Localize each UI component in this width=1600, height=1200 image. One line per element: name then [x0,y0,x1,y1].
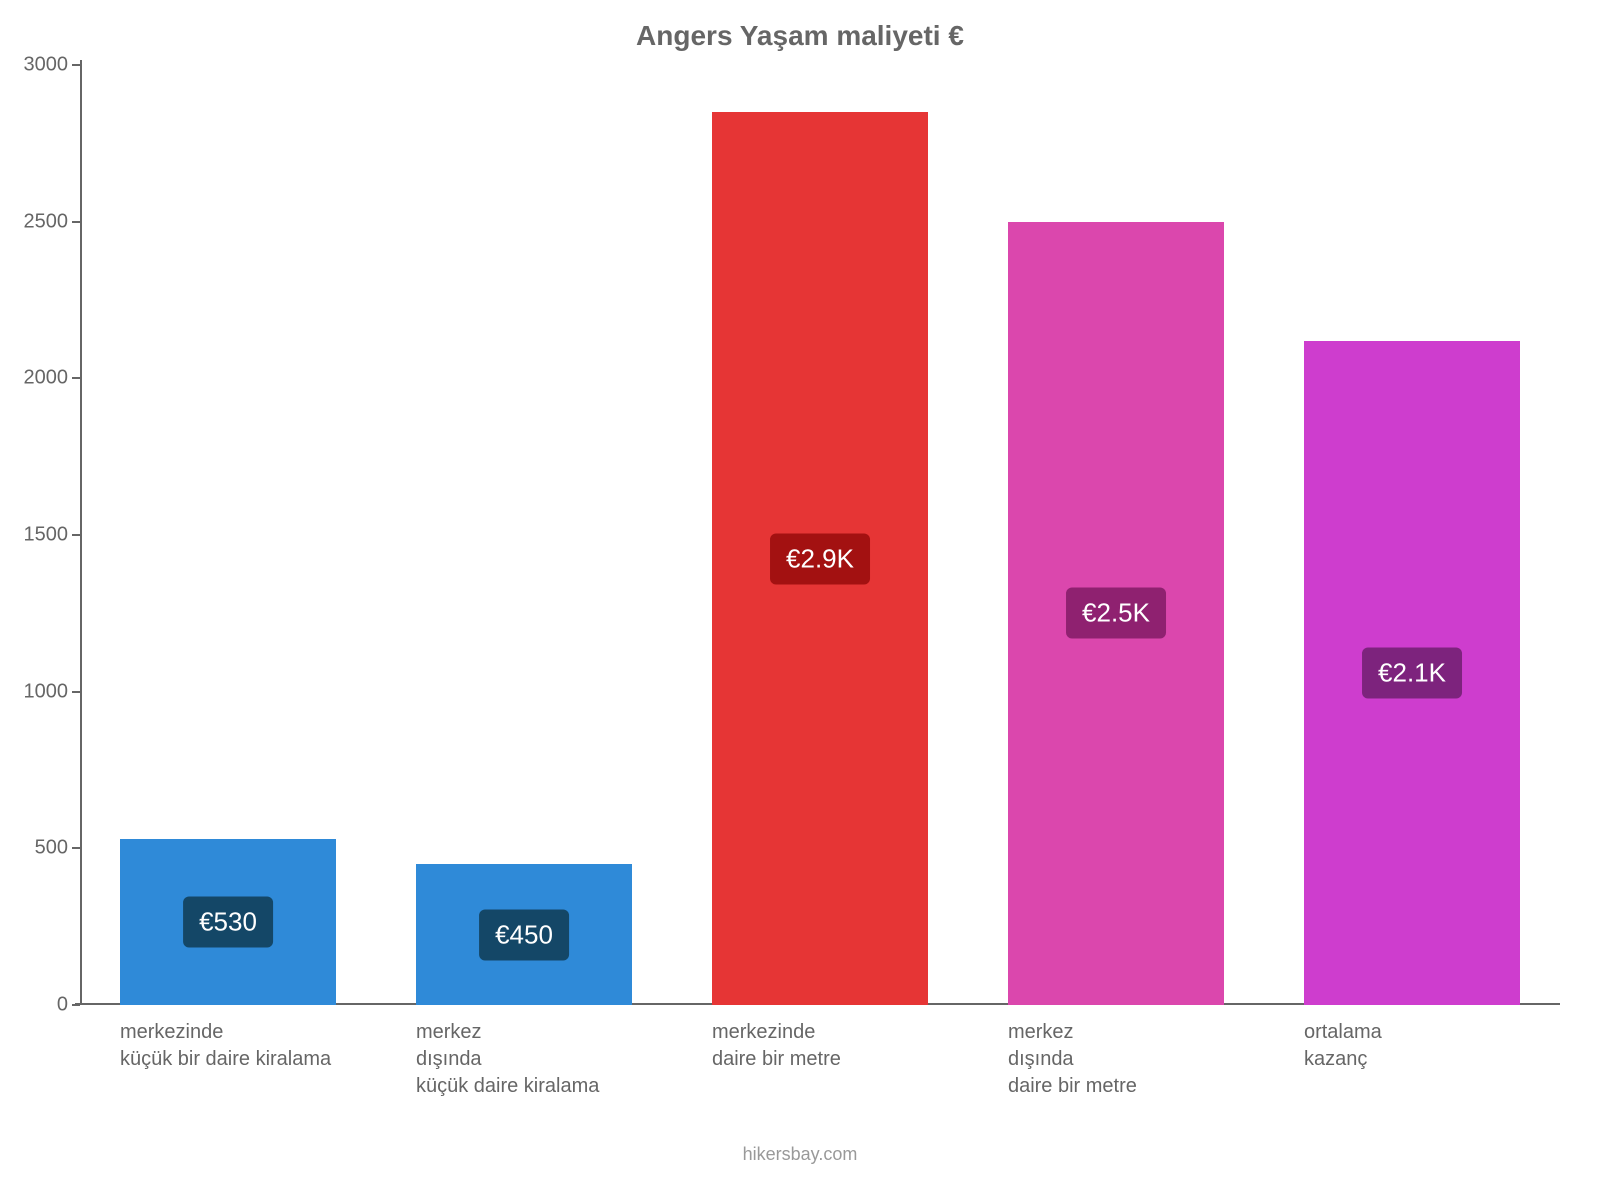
chart-container: Angers Yaşam maliyeti € 0500100015002000… [0,0,1600,1200]
plot-area: 050010001500200025003000€530merkezinde k… [80,65,1560,1005]
x-category-label: ortalama kazanç [1304,1019,1560,1073]
y-tick-label: 1000 [24,680,81,703]
x-category-label: merkez dışında daire bir metre [1008,1019,1264,1100]
y-tick-label: 2500 [24,210,81,233]
bar-value-label: €2.9K [770,533,870,584]
bar-value-label: €2.5K [1066,588,1166,639]
x-category-label: merkezinde küçük bir daire kiralama [120,1019,376,1073]
bar-value-label: €530 [183,896,273,947]
bar-value-label: €450 [479,909,569,960]
y-tick-label: 500 [35,837,80,860]
chart-title: Angers Yaşam maliyeti € [0,20,1600,52]
x-category-label: merkez dışında küçük daire kiralama [416,1019,672,1100]
y-tick-label: 0 [57,994,80,1017]
y-tick-label: 1500 [24,524,81,547]
y-tick-label: 3000 [24,54,81,77]
y-axis-line [80,60,82,1005]
bar-value-label: €2.1K [1362,647,1462,698]
y-tick-label: 2000 [24,367,81,390]
credit-text: hikersbay.com [0,1144,1600,1165]
x-category-label: merkezinde daire bir metre [712,1019,968,1073]
